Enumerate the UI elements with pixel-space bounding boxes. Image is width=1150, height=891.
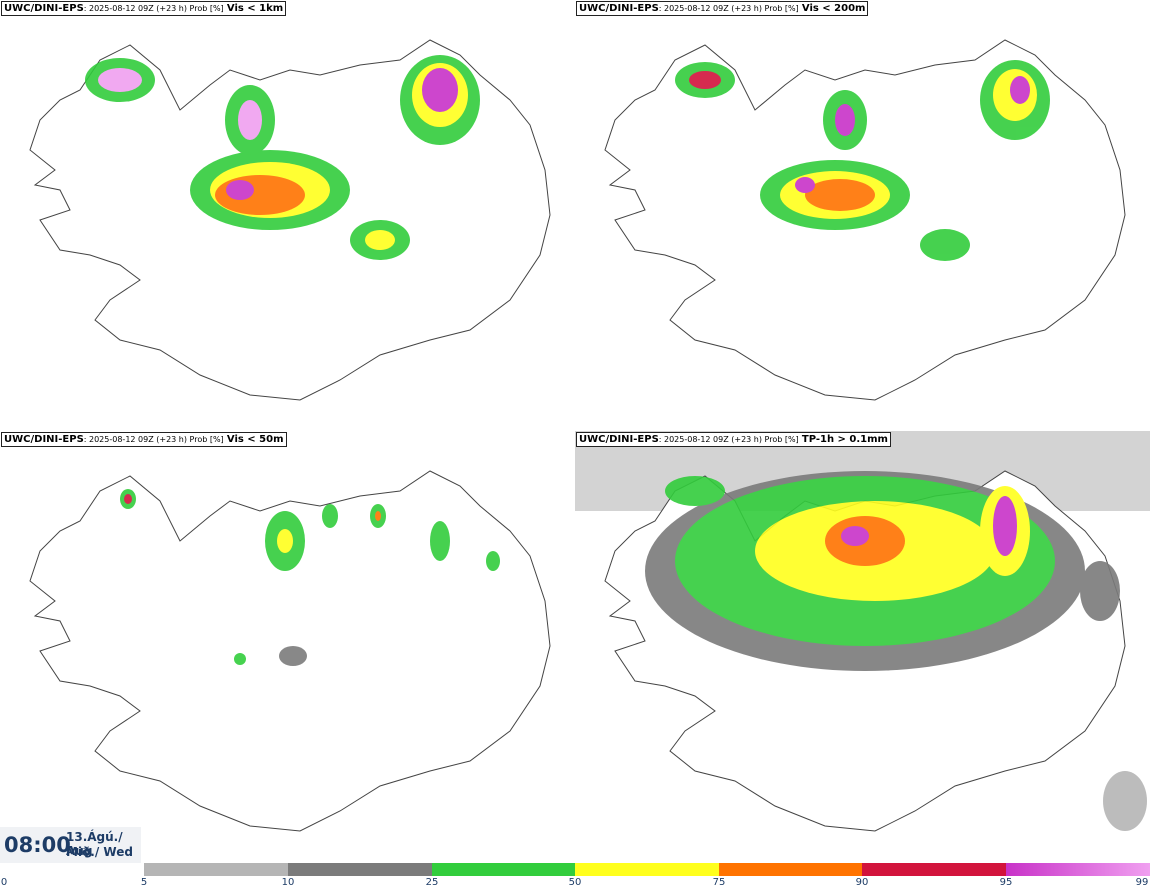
map-panel-vis-1km: UWC/DINI-EPS: 2025-08-12 09Z (+23 h) Pro… bbox=[0, 0, 575, 431]
colorbar-segment-10-25 bbox=[288, 863, 432, 876]
panel-title: UWC/DINI-EPS: 2025-08-12 09Z (+23 h) Pro… bbox=[576, 1, 869, 16]
colorbar-tick: 50 bbox=[568, 877, 582, 888]
variable-name: Vis < 200m bbox=[801, 3, 866, 14]
map-panel-tp-1h: UWC/DINI-EPS: 2025-08-12 09Z (+23 h) Pro… bbox=[575, 431, 1150, 862]
map-vis-50m bbox=[29, 470, 551, 832]
colorbar-tick: 99 bbox=[1135, 877, 1149, 888]
run-meta: : 2025-08-12 09Z (+23 h) Prob [%] bbox=[83, 4, 224, 13]
colorbar-tick: 75 bbox=[712, 877, 726, 888]
valid-time-box: 08:00 13.Ágú./ Aug Mið./ Wed bbox=[0, 827, 141, 863]
panel-title: UWC/DINI-EPS: 2025-08-12 09Z (+23 h) Pro… bbox=[1, 432, 287, 447]
map-panel-vis-200m: UWC/DINI-EPS: 2025-08-12 09Z (+23 h) Pro… bbox=[575, 0, 1150, 431]
valid-time: 08:00 bbox=[4, 833, 71, 857]
colorbar-tick: 95 bbox=[999, 877, 1013, 888]
map-tp-1h bbox=[575, 431, 1150, 832]
colorbar-tick: 0 bbox=[0, 877, 8, 888]
colorbar-segment-5-10 bbox=[144, 863, 288, 876]
variable-name: Vis < 1km bbox=[226, 3, 284, 14]
colorbar-tick: 90 bbox=[855, 877, 869, 888]
map-panel-vis-50m: UWC/DINI-EPS: 2025-08-12 09Z (+23 h) Pro… bbox=[0, 431, 575, 862]
panel-title: UWC/DINI-EPS: 2025-08-12 09Z (+23 h) Pro… bbox=[1, 1, 287, 16]
variable-name: Vis < 50m bbox=[226, 434, 284, 445]
model-name: UWC/DINI-EPS bbox=[579, 3, 659, 14]
colorbar-tick: 5 bbox=[140, 877, 148, 888]
colorbar-segment-90-95 bbox=[862, 863, 1006, 876]
colorbar-segment-50-75 bbox=[575, 863, 719, 876]
valid-date: 13.Ágú./ Aug bbox=[66, 830, 123, 858]
map-vis-200m bbox=[604, 39, 1126, 401]
colorbar-tick: 10 bbox=[281, 877, 295, 888]
valid-weekday: Mið./ Wed bbox=[66, 845, 133, 859]
colorbar-tick: 25 bbox=[425, 877, 439, 888]
variable-name: TP-1h > 0.1mm bbox=[801, 434, 888, 445]
run-meta: : 2025-08-12 09Z (+23 h) Prob [%] bbox=[658, 435, 799, 444]
model-name: UWC/DINI-EPS bbox=[579, 434, 659, 445]
colorbar-segment-95-99 bbox=[1006, 863, 1150, 876]
map-vis-1km bbox=[29, 39, 551, 401]
run-meta: : 2025-08-12 09Z (+23 h) Prob [%] bbox=[83, 435, 224, 444]
model-name: UWC/DINI-EPS bbox=[4, 434, 84, 445]
model-name: UWC/DINI-EPS bbox=[4, 3, 84, 14]
colorbar bbox=[144, 863, 1150, 876]
colorbar-segment-25-50 bbox=[432, 863, 575, 876]
panel-title: UWC/DINI-EPS: 2025-08-12 09Z (+23 h) Pro… bbox=[576, 432, 891, 447]
run-meta: : 2025-08-12 09Z (+23 h) Prob [%] bbox=[658, 4, 799, 13]
colorbar-segment-75-90 bbox=[719, 863, 862, 876]
